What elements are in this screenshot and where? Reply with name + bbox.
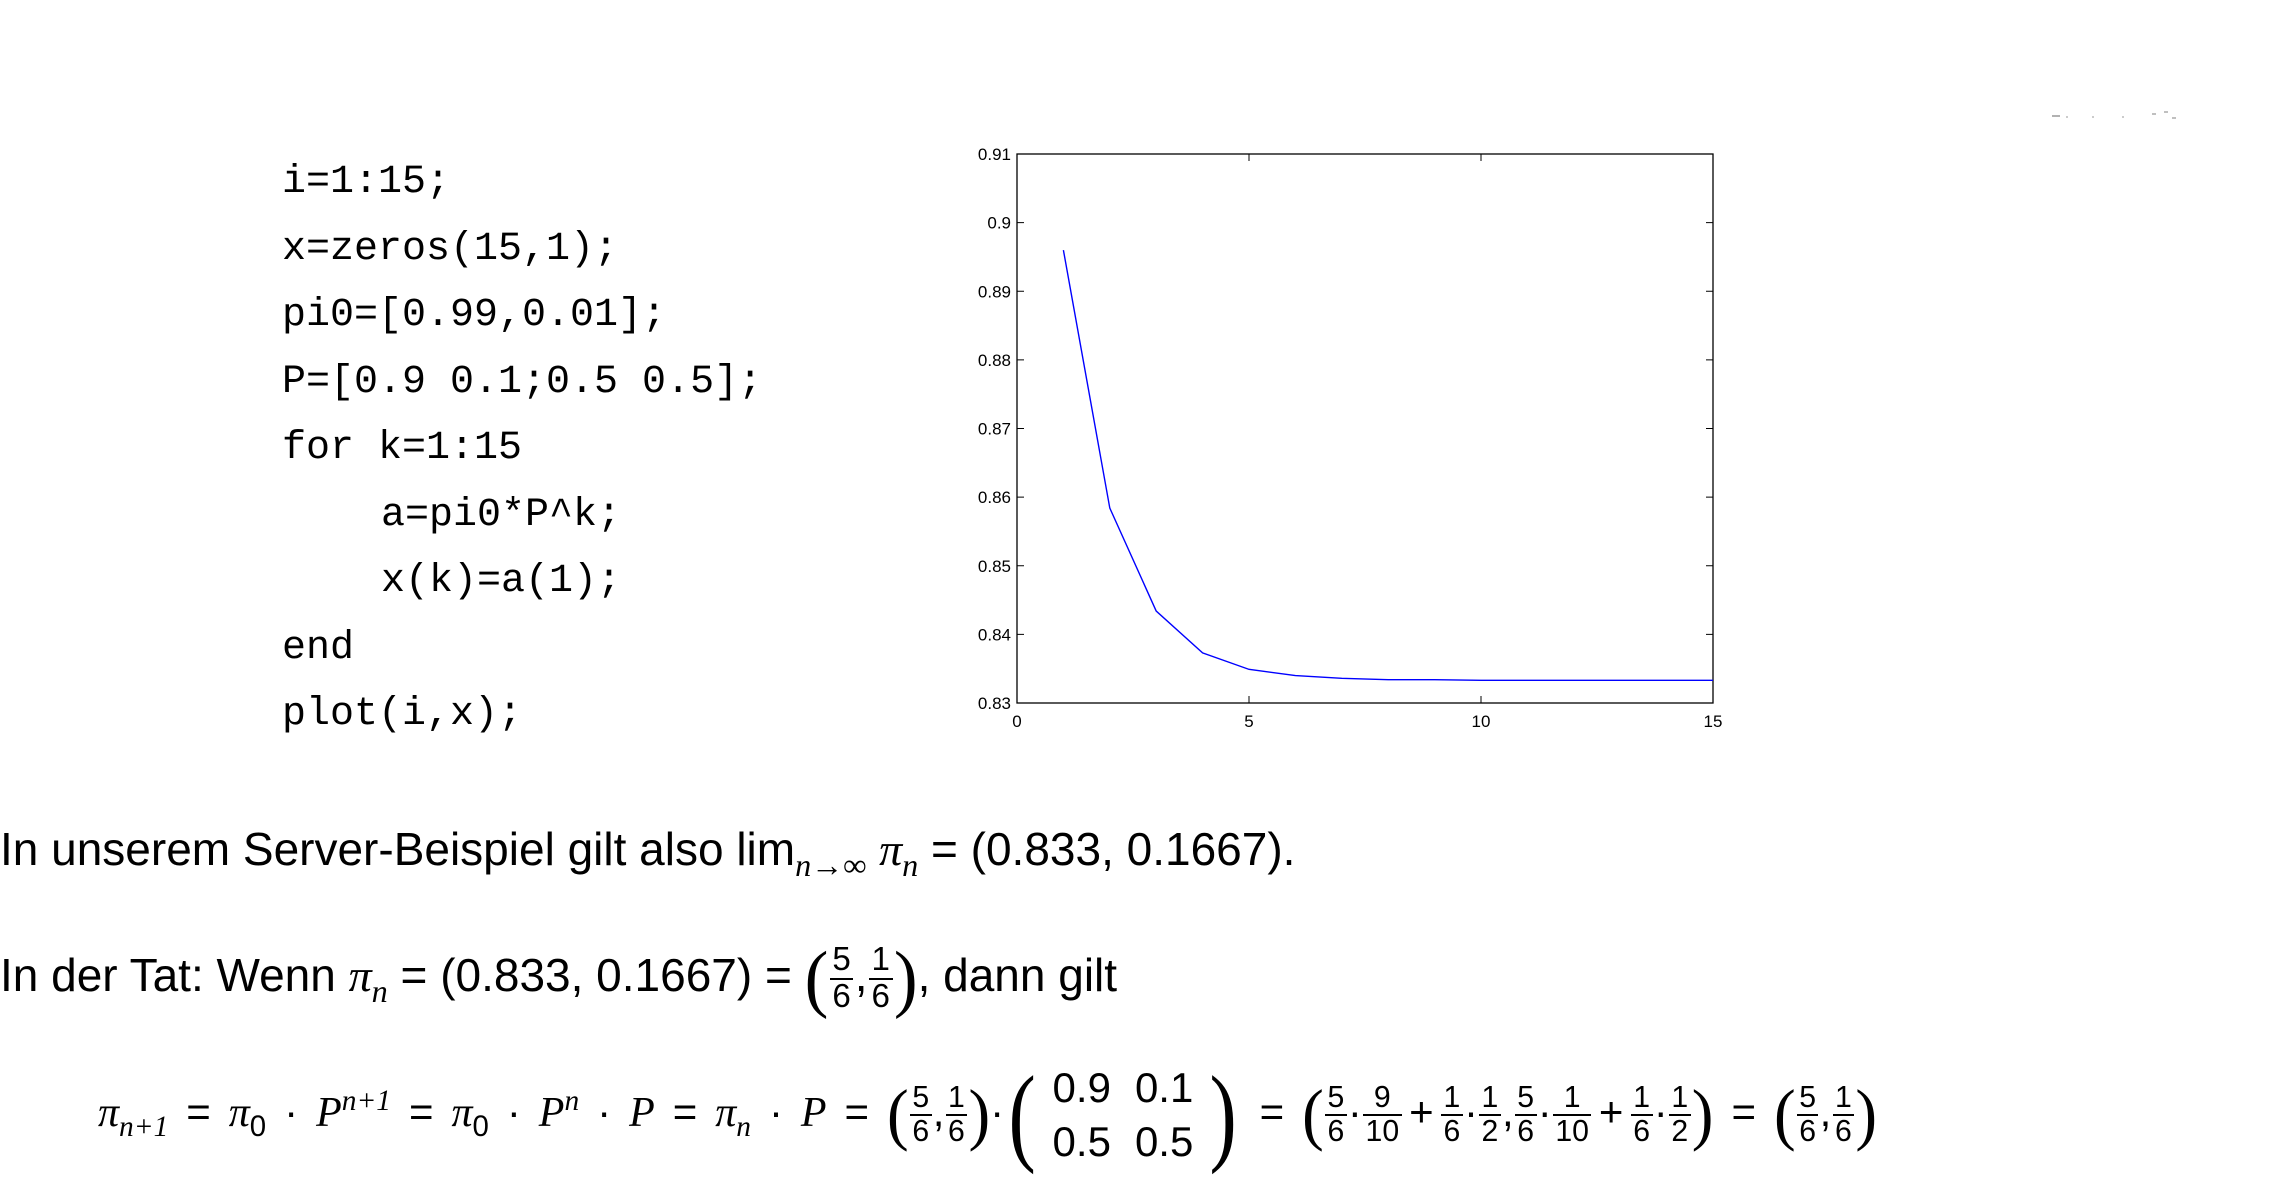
limit-statement: In unserem Server-Beispiel gilt also lim… bbox=[0, 822, 1296, 883]
y-tick-label: 0.87 bbox=[978, 420, 1011, 439]
decorative-marks bbox=[2052, 111, 2176, 119]
plot-area-border bbox=[1016, 153, 1714, 704]
convergence-line-chart: 0.83 0.84 0.85 0.86 0.87 0.88 0.89 0.9 0.91 0 5 10… bbox=[978, 145, 1723, 731]
y-tick-label: 0.9 bbox=[987, 214, 1011, 233]
pi-symbol: π bbox=[879, 824, 903, 875]
y-tick-label: 0.85 bbox=[978, 557, 1011, 576]
y-tick-label: 0.83 bbox=[978, 694, 1011, 713]
fraction: 1 10 bbox=[1552, 1082, 1592, 1147]
equation: πn+1 = π0 · Pn+1 = π0 · Pn · P = πn · P … bbox=[98, 1054, 1878, 1175]
code-line: pi0=[0.99,0.01]; bbox=[282, 293, 667, 338]
code-line: x=zeros(15,1); bbox=[282, 226, 619, 272]
verification-statement: In der Tat: Wenn πn = (0.833, 0.1667) = … bbox=[0, 937, 1118, 1020]
series-line bbox=[1062, 249, 1713, 682]
code-line: a=pi0*P^k; bbox=[381, 492, 622, 538]
verification-tail: , dann gilt bbox=[917, 949, 1118, 1002]
matlab-code-block: i=1:15; x=zeros(15,1); pi0=[0.99,0.01]; P=[… bbox=[282, 150, 762, 749]
y-axis: 0.83 0.84 0.85 0.86 0.87 0.88 0.89 0.9 0.91 bbox=[978, 145, 1713, 713]
y-tick-label: 0.89 bbox=[978, 282, 1011, 301]
x-tick-label: 5 bbox=[1244, 712, 1253, 731]
code-line: for k=1:15 bbox=[282, 426, 523, 471]
verification-text: In der Tat: Wenn bbox=[0, 949, 336, 1002]
code-line: x(k)=a(1); bbox=[381, 559, 622, 604]
code-line: end bbox=[282, 625, 355, 671]
series-group bbox=[1062, 249, 1713, 682]
x-tick-label: 10 bbox=[1472, 712, 1491, 731]
y-tick-label: 0.91 bbox=[978, 145, 1011, 164]
transition-matrix: 0.9 0.1 0.5 0.5 bbox=[1052, 1064, 1194, 1165]
x-tick-label: 0 bbox=[1012, 712, 1021, 731]
right-paren: ) bbox=[893, 937, 918, 1020]
pi-symbol: π bbox=[348, 950, 372, 1002]
fraction: 9 10 bbox=[1363, 1082, 1402, 1147]
y-tick-label: 0.88 bbox=[978, 351, 1011, 370]
limit-subscript: n→∞ bbox=[795, 846, 867, 883]
limit-value: = (0.833, 0.1667). bbox=[931, 823, 1296, 875]
code-line: plot(i,x); bbox=[282, 692, 523, 737]
verification-value: = (0.833, 0.1667) = bbox=[400, 949, 792, 1002]
code-line: P=[0.9 0.1;0.5 0.5]; bbox=[282, 359, 763, 405]
code-line: i=1:15; bbox=[282, 160, 451, 205]
y-tick-label: 0.86 bbox=[978, 488, 1011, 507]
plot-frame bbox=[1016, 153, 1714, 704]
x-tick-label: 15 bbox=[1704, 712, 1723, 731]
pi-subscript: n bbox=[902, 846, 919, 883]
pi-subscript: n bbox=[371, 972, 388, 1009]
x-axis: 0 5 10 15 bbox=[1012, 154, 1722, 731]
y-tick-label: 0.84 bbox=[978, 625, 1011, 644]
left-paren: ( bbox=[804, 937, 829, 1020]
limit-text: In unserem Server-Beispiel gilt also lim bbox=[0, 823, 796, 875]
